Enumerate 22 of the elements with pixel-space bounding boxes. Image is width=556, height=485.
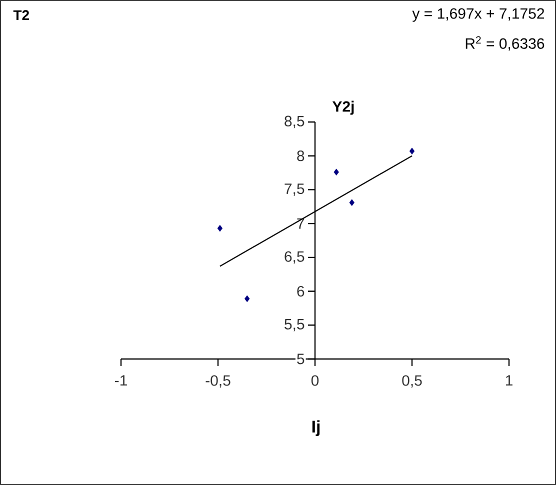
y-tick-label: 5 <box>297 354 304 364</box>
point <box>217 224 223 232</box>
text: R$^{2}$ = 0,6336 <box>466 36 544 51</box>
y-tick-label: 6 <box>297 286 304 297</box>
x-tick-label: -1 <box>115 375 127 386</box>
y-tick-label: 8,5 <box>284 116 304 128</box>
point <box>409 148 415 154</box>
point <box>349 199 354 206</box>
text: y = 1,697x + 7,1752 <box>412 8 544 22</box>
y-axis-title: Y2j <box>332 100 354 115</box>
point <box>244 295 250 302</box>
x-tick-label: 0,5 <box>402 375 422 388</box>
chart-title: T2 <box>13 10 29 20</box>
y-tick-label: 5,5 <box>284 319 304 332</box>
x-axis-title: Ij <box>312 420 320 436</box>
x-tick-label: -0,5 <box>206 375 230 388</box>
y-tick-label: 7,5 <box>284 184 304 196</box>
x-tick-label: 0 <box>311 375 319 386</box>
point <box>334 168 339 176</box>
y-tick-label: 6,5 <box>284 251 304 264</box>
y-tick-label: 8 <box>297 150 304 162</box>
x-tick-label: 1 <box>506 375 512 386</box>
